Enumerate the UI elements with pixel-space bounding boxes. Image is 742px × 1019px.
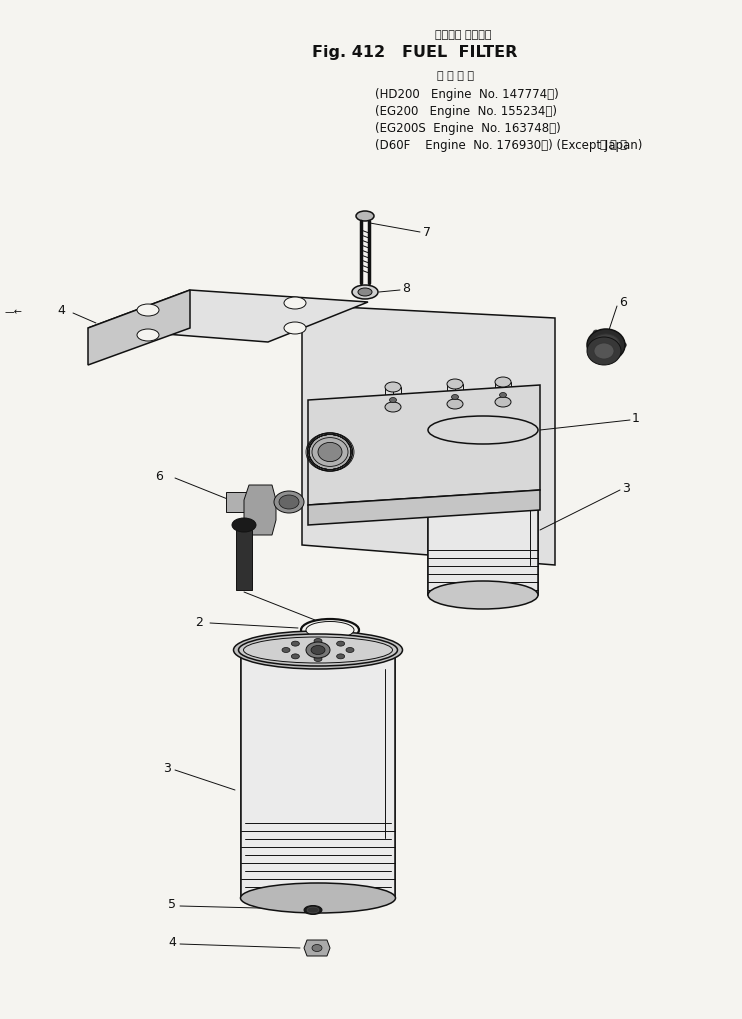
Text: 適 用 号 機: 適 用 号 機 (437, 71, 474, 81)
Ellipse shape (292, 641, 299, 646)
Ellipse shape (312, 945, 322, 952)
Text: 4: 4 (57, 305, 65, 318)
Text: (EG200   Engine  No. 155234～): (EG200 Engine No. 155234～) (375, 105, 557, 117)
Ellipse shape (587, 337, 621, 365)
Polygon shape (308, 490, 540, 525)
Ellipse shape (499, 392, 507, 397)
Ellipse shape (356, 211, 374, 221)
Ellipse shape (447, 379, 463, 389)
Text: (HD200   Engine  No. 147774～): (HD200 Engine No. 147774～) (375, 88, 559, 101)
Polygon shape (308, 385, 540, 505)
Polygon shape (226, 492, 272, 512)
Ellipse shape (337, 654, 344, 659)
Ellipse shape (385, 382, 401, 392)
Text: Fig. 412   FUEL  FILTER: Fig. 412 FUEL FILTER (312, 45, 517, 59)
Ellipse shape (284, 322, 306, 334)
Polygon shape (302, 305, 555, 565)
Polygon shape (236, 530, 252, 590)
Ellipse shape (352, 285, 378, 299)
Ellipse shape (240, 883, 395, 913)
Ellipse shape (385, 403, 401, 412)
Ellipse shape (279, 495, 299, 510)
Text: 6: 6 (619, 297, 627, 310)
Ellipse shape (314, 656, 322, 661)
Ellipse shape (495, 377, 511, 387)
Ellipse shape (495, 397, 511, 407)
Ellipse shape (243, 637, 393, 663)
Ellipse shape (337, 641, 344, 646)
Ellipse shape (307, 907, 319, 913)
Polygon shape (304, 940, 330, 956)
Text: —←: —← (5, 307, 23, 317)
Ellipse shape (282, 647, 290, 652)
Ellipse shape (311, 645, 325, 654)
Polygon shape (428, 430, 538, 595)
Text: フェエル フィルタ: フェエル フィルタ (435, 30, 491, 40)
Text: 4: 4 (168, 935, 176, 949)
Text: 5: 5 (168, 898, 176, 911)
Ellipse shape (307, 433, 352, 471)
Ellipse shape (137, 329, 159, 341)
Ellipse shape (447, 399, 463, 409)
Text: 海 外 向: 海 外 向 (600, 140, 627, 150)
Ellipse shape (284, 297, 306, 309)
Ellipse shape (451, 394, 459, 399)
Ellipse shape (390, 397, 396, 403)
Ellipse shape (428, 581, 538, 609)
Text: 8: 8 (402, 282, 410, 296)
Ellipse shape (301, 619, 359, 641)
Ellipse shape (346, 647, 354, 652)
Text: 1: 1 (632, 413, 640, 426)
Ellipse shape (428, 416, 538, 444)
Polygon shape (241, 650, 395, 898)
Polygon shape (88, 290, 368, 342)
Polygon shape (244, 485, 276, 535)
Text: (D60F    Engine  No. 176930～) (Except Japan): (D60F Engine No. 176930～) (Except Japan) (375, 139, 643, 152)
Ellipse shape (314, 639, 322, 644)
Ellipse shape (358, 288, 372, 296)
Ellipse shape (306, 622, 354, 639)
Ellipse shape (318, 442, 342, 462)
Ellipse shape (274, 491, 304, 513)
Polygon shape (88, 290, 190, 365)
Ellipse shape (592, 334, 620, 356)
Ellipse shape (238, 634, 398, 666)
Text: (EG200S  Engine  No. 163748～): (EG200S Engine No. 163748～) (375, 121, 561, 135)
Ellipse shape (304, 906, 322, 914)
Text: 6: 6 (155, 470, 163, 483)
Text: 3: 3 (622, 483, 630, 495)
Ellipse shape (292, 654, 299, 659)
Ellipse shape (594, 343, 614, 359)
Text: 3: 3 (163, 761, 171, 774)
Ellipse shape (232, 518, 256, 532)
Ellipse shape (306, 642, 330, 658)
Ellipse shape (587, 329, 625, 361)
Ellipse shape (137, 304, 159, 316)
Ellipse shape (234, 631, 402, 669)
Text: 7: 7 (423, 225, 431, 238)
Text: 2: 2 (195, 615, 203, 629)
